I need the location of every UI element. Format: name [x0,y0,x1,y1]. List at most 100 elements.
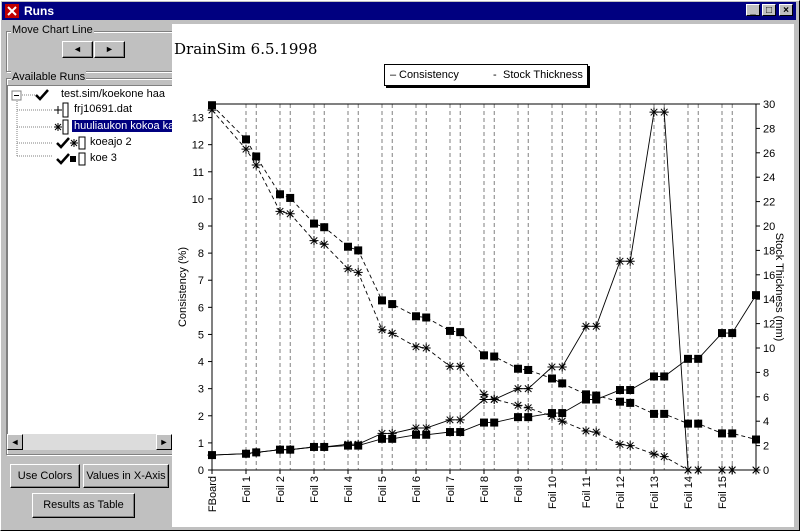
data-point-square [320,223,329,232]
tree-item-koe-3[interactable]: koe 3 [90,152,117,164]
data-point-square [660,409,669,418]
y2-tick-label: 24 [763,172,775,184]
y-axis-title: Consistency (%) [177,247,189,327]
data-point-square [626,398,635,407]
data-point-star [717,465,727,475]
data-point-square [752,435,760,444]
chart-title: DrainSim 6.5.1998 [174,40,318,58]
data-point-square [558,409,567,418]
app-icon[interactable] [5,4,19,18]
data-point-star [557,362,567,372]
data-point-star [309,236,319,246]
move-line-right-button[interactable]: ► [94,41,125,58]
data-point-star [411,342,421,352]
data-point-square [276,190,284,199]
legend-stock-marker: - [493,69,497,81]
minimize-button[interactable]: _ [746,4,760,16]
x-tick-label: Foil 2 [275,476,287,503]
tree-item-koeajo-2[interactable]: koeajo 2 [90,136,132,148]
y-tick-label: 3 [198,384,204,396]
y2-tick-label: 10 [763,343,775,355]
data-point-star [625,441,635,451]
scroll-left-button[interactable]: ◄ [7,434,23,450]
data-point-star [523,403,533,413]
data-point-star [377,325,387,335]
tree-item-huuliaukon[interactable]: huuliaukon kokoa ka [72,120,173,132]
data-point-square [660,372,669,381]
x-tick-label: Foil 10 [547,476,559,509]
y2-tick-label: 12 [763,319,775,331]
x-tick-label: Foil 4 [343,476,355,503]
move-line-left-button[interactable]: ◄ [62,41,93,58]
scroll-right-button[interactable]: ► [156,434,172,450]
data-point-star [353,267,363,277]
data-point-square [446,428,454,437]
tree-item-frj10691[interactable]: frj10691.dat [74,103,133,115]
y2-tick-label: 22 [763,197,775,209]
data-point-square [378,434,386,443]
data-point-star [693,465,703,475]
x-tick-label: Foil 11 [581,476,593,508]
data-point-star [513,400,523,410]
chart-legend: – Consistency - Stock Thickness [384,64,588,86]
data-point-square [480,351,488,360]
data-point-star [523,384,533,394]
runs-tree[interactable]: test.sim/koekone haa frj10691.dat huulia… [7,85,174,435]
series-line-stock-thickness-koeajo-2 [211,109,756,471]
move-chart-line-group: Move Chart Line ◄ ► [6,24,174,72]
data-point-square [208,101,216,110]
data-point-square [718,329,726,338]
data-point-star [659,452,669,462]
tree-root[interactable]: test.sim/koekone haa [61,88,165,100]
data-point-square [320,442,329,451]
chart-area: DrainSim 6.5.1998 – Consistency - Stock … [172,24,794,527]
data-point-star [445,415,455,425]
title-bar[interactable]: Runs _ □ × [2,2,796,20]
x-tick-label: Foil 15 [717,476,729,509]
data-point-star [343,264,353,274]
data-point-square [490,352,499,361]
data-point-square [242,449,250,458]
y2-tick-label: 6 [763,392,769,404]
x-tick-label: Foil 3 [309,476,321,503]
data-point-star [751,465,761,475]
data-point-square [480,418,488,427]
y-tick-label: 2 [198,411,204,423]
data-point-square [616,397,624,406]
maximize-button[interactable]: □ [762,4,776,16]
check-icon [35,89,49,101]
data-point-star [387,428,397,438]
x-tick-label: Foil 9 [513,476,525,503]
data-point-square [354,246,363,255]
data-point-square [616,386,624,395]
data-point-square [558,379,567,388]
data-point-square [684,354,692,363]
data-point-square [310,219,318,228]
y-tick-label: 12 [192,140,204,152]
values-in-x-axis-button[interactable]: Values in X-Axis [83,464,169,488]
y2-tick-label: 30 [763,99,775,111]
y-tick-label: 7 [198,275,204,287]
x-tick-label: Foil 13 [649,476,661,509]
data-point-square [412,312,420,321]
data-point-star [625,256,635,266]
runs-horizontal-scrollbar[interactable]: ◄ ► [7,434,172,450]
check-star-marker-icon [56,136,86,150]
x-tick-label: Foil 8 [479,476,491,503]
data-point-square [242,135,250,144]
data-point-square [650,409,658,418]
data-point-square [344,242,352,251]
data-point-square [694,419,703,428]
data-point-square [626,386,635,395]
data-point-star [377,428,387,438]
data-point-star [421,423,431,433]
x-tick-label: Foil 14 [683,476,695,509]
y2-tick-label: 14 [763,294,775,306]
move-chart-line-label: Move Chart Line [11,24,94,36]
y2-axis-title: Stock Thickness (mm) [773,233,785,342]
y2-tick-label: 16 [763,270,775,282]
y2-tick-label: 4 [763,416,769,428]
results-as-table-button[interactable]: Results as Table [32,493,135,518]
close-button[interactable]: × [779,4,793,16]
use-colors-button[interactable]: Use Colors [10,464,80,488]
